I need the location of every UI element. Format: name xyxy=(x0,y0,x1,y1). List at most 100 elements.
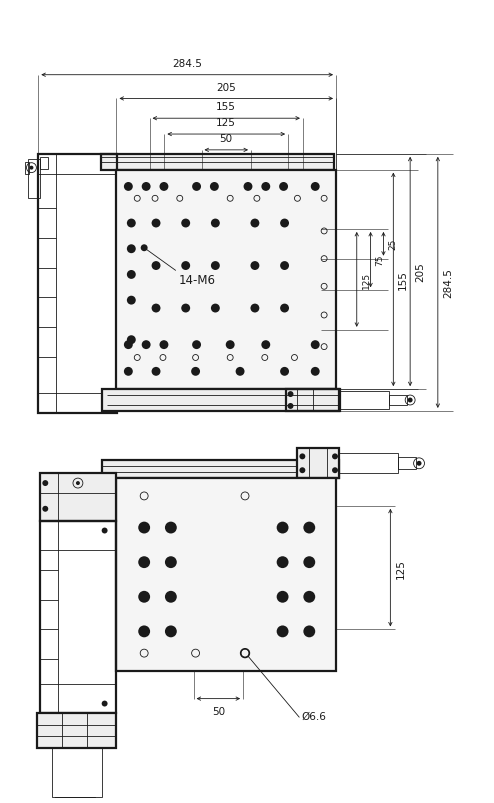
Circle shape xyxy=(152,368,161,377)
Circle shape xyxy=(152,219,161,228)
Bar xyxy=(286,389,340,411)
Bar xyxy=(398,458,416,470)
Circle shape xyxy=(280,304,289,313)
Circle shape xyxy=(127,296,136,305)
Bar xyxy=(39,155,118,414)
Circle shape xyxy=(303,626,315,638)
Bar xyxy=(52,748,102,797)
Circle shape xyxy=(277,591,288,603)
Circle shape xyxy=(181,262,190,271)
Circle shape xyxy=(416,461,421,467)
Circle shape xyxy=(236,368,245,377)
Circle shape xyxy=(160,340,168,349)
Circle shape xyxy=(181,304,190,313)
Bar xyxy=(41,157,48,169)
Circle shape xyxy=(138,626,150,638)
Circle shape xyxy=(244,183,252,192)
Circle shape xyxy=(76,482,80,486)
Circle shape xyxy=(332,467,338,474)
Circle shape xyxy=(138,556,150,569)
Circle shape xyxy=(211,219,220,228)
Circle shape xyxy=(181,219,190,228)
Circle shape xyxy=(42,506,48,512)
Circle shape xyxy=(303,522,315,534)
Circle shape xyxy=(124,368,133,377)
Circle shape xyxy=(303,556,315,569)
Text: 205: 205 xyxy=(216,83,236,92)
Circle shape xyxy=(102,528,108,534)
Circle shape xyxy=(42,480,48,487)
Bar xyxy=(389,396,407,406)
Circle shape xyxy=(250,262,259,271)
Circle shape xyxy=(192,340,201,349)
Bar xyxy=(102,461,339,479)
Text: 25: 25 xyxy=(388,238,397,251)
Bar xyxy=(117,479,336,671)
Text: 125: 125 xyxy=(216,118,236,128)
Bar xyxy=(25,162,30,174)
Circle shape xyxy=(127,336,136,344)
Circle shape xyxy=(165,626,177,638)
Circle shape xyxy=(280,368,289,377)
Text: 50: 50 xyxy=(220,134,233,144)
Circle shape xyxy=(311,368,320,377)
Bar xyxy=(29,160,41,199)
Circle shape xyxy=(311,183,320,192)
Text: 284.5: 284.5 xyxy=(172,59,202,69)
Bar xyxy=(339,454,398,474)
Circle shape xyxy=(30,166,34,170)
Circle shape xyxy=(261,183,270,192)
Circle shape xyxy=(152,304,161,313)
Circle shape xyxy=(127,271,136,279)
Bar xyxy=(297,449,339,479)
Bar xyxy=(102,389,339,411)
Circle shape xyxy=(250,219,259,228)
Circle shape xyxy=(211,304,220,313)
Text: 125: 125 xyxy=(395,558,405,578)
Circle shape xyxy=(288,392,293,397)
Circle shape xyxy=(303,591,315,603)
Text: 14-M6: 14-M6 xyxy=(179,274,216,287)
Text: 284.5: 284.5 xyxy=(443,268,453,298)
Circle shape xyxy=(191,368,200,377)
Circle shape xyxy=(311,340,320,349)
Circle shape xyxy=(152,262,161,271)
Circle shape xyxy=(160,183,168,192)
Circle shape xyxy=(192,183,201,192)
Circle shape xyxy=(138,522,150,534)
Circle shape xyxy=(142,340,151,349)
Circle shape xyxy=(210,183,219,192)
Circle shape xyxy=(102,701,108,707)
Circle shape xyxy=(261,340,270,349)
Circle shape xyxy=(127,245,136,254)
Text: 50: 50 xyxy=(212,706,225,715)
Circle shape xyxy=(124,183,133,192)
Circle shape xyxy=(165,522,177,534)
Circle shape xyxy=(124,340,133,349)
Circle shape xyxy=(127,219,136,228)
Bar xyxy=(41,521,117,714)
Circle shape xyxy=(280,219,289,228)
Text: 155: 155 xyxy=(398,270,408,290)
Bar xyxy=(340,392,389,410)
Circle shape xyxy=(408,398,412,403)
Text: Ø6.6: Ø6.6 xyxy=(301,711,326,720)
Circle shape xyxy=(141,245,148,252)
Bar xyxy=(117,170,336,389)
Circle shape xyxy=(277,556,288,569)
Circle shape xyxy=(142,183,151,192)
Circle shape xyxy=(165,556,177,569)
Text: 205: 205 xyxy=(415,263,425,282)
Circle shape xyxy=(211,262,220,271)
Text: 155: 155 xyxy=(216,102,236,112)
Circle shape xyxy=(288,403,293,410)
Circle shape xyxy=(299,467,305,474)
Circle shape xyxy=(165,591,177,603)
Circle shape xyxy=(226,340,235,349)
Circle shape xyxy=(250,304,259,313)
Text: 75: 75 xyxy=(375,255,384,266)
Circle shape xyxy=(277,626,288,638)
Circle shape xyxy=(277,522,288,534)
Circle shape xyxy=(299,454,305,460)
Circle shape xyxy=(279,183,288,192)
